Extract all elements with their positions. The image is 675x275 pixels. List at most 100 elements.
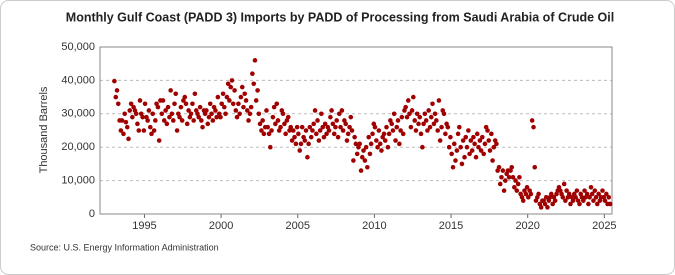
data-point xyxy=(273,121,278,127)
data-point xyxy=(552,198,558,203)
data-point xyxy=(241,104,246,110)
data-point xyxy=(128,101,134,107)
data-point xyxy=(593,195,599,200)
data-point xyxy=(257,121,263,127)
data-point xyxy=(293,141,299,147)
data-point xyxy=(515,181,521,187)
data-point xyxy=(418,131,424,137)
data-point xyxy=(149,131,154,137)
data-point xyxy=(239,84,245,90)
data-point xyxy=(147,124,153,130)
data-point xyxy=(288,124,293,130)
data-point xyxy=(413,128,419,133)
data-point xyxy=(312,108,318,113)
data-point xyxy=(251,81,257,87)
data-point xyxy=(230,101,236,107)
x-tick-label: 2005 xyxy=(286,220,310,232)
data-point xyxy=(358,168,364,173)
data-point xyxy=(265,124,271,130)
data-point xyxy=(366,134,372,140)
data-point xyxy=(602,198,608,203)
data-point xyxy=(260,118,265,123)
data-point xyxy=(503,178,508,183)
data-point xyxy=(449,151,454,157)
data-point xyxy=(118,128,124,133)
data-point xyxy=(252,58,258,63)
data-point xyxy=(317,128,323,133)
data-point xyxy=(161,118,167,123)
data-point xyxy=(485,128,490,133)
data-point xyxy=(543,195,549,200)
chart-title: Monthly Gulf Coast (PADD 3) Imports by P… xyxy=(66,10,614,24)
data-point xyxy=(591,198,596,203)
data-point xyxy=(269,128,274,133)
data-point xyxy=(574,188,580,193)
y-tick-label: 30,000 xyxy=(61,108,95,120)
data-point xyxy=(589,191,595,197)
data-point xyxy=(582,188,587,193)
data-point xyxy=(414,111,420,117)
data-point xyxy=(376,128,382,133)
data-point xyxy=(520,198,526,203)
data-point xyxy=(463,134,469,140)
data-point xyxy=(398,128,403,133)
data-point xyxy=(330,121,336,127)
data-point xyxy=(253,98,259,103)
data-point xyxy=(453,158,458,163)
data-point xyxy=(532,164,538,170)
data-point xyxy=(140,114,145,120)
data-point xyxy=(394,124,400,130)
data-point xyxy=(486,138,492,143)
data-point xyxy=(436,98,442,103)
data-point xyxy=(592,188,598,193)
data-point xyxy=(345,131,351,137)
data-point xyxy=(550,201,555,207)
data-point xyxy=(320,124,326,130)
data-point xyxy=(250,71,255,77)
data-point xyxy=(437,138,443,143)
data-point xyxy=(501,188,507,193)
data-point xyxy=(489,131,494,137)
data-point xyxy=(209,111,214,117)
data-point xyxy=(359,154,365,160)
data-point xyxy=(204,108,209,113)
data-point xyxy=(141,128,147,133)
data-point xyxy=(450,164,456,170)
data-point xyxy=(173,91,179,97)
data-point xyxy=(114,88,120,93)
data-point xyxy=(297,148,303,153)
data-point xyxy=(271,104,277,110)
data-point xyxy=(177,114,182,120)
data-point xyxy=(289,138,295,143)
data-point xyxy=(496,164,502,170)
data-point xyxy=(352,134,357,140)
data-point xyxy=(588,184,594,190)
data-point xyxy=(237,111,242,117)
data-point xyxy=(542,201,548,207)
data-point xyxy=(604,191,609,197)
data-point xyxy=(397,141,402,147)
data-point xyxy=(405,98,411,103)
data-point xyxy=(472,141,477,147)
data-point xyxy=(310,128,315,133)
data-point xyxy=(393,138,398,143)
data-point xyxy=(523,191,529,197)
data-point xyxy=(205,121,211,127)
data-point xyxy=(280,111,286,117)
data-point xyxy=(400,131,406,137)
x-tick-label: 2020 xyxy=(515,220,539,232)
data-point xyxy=(172,101,177,107)
data-point xyxy=(490,158,495,163)
data-point xyxy=(135,121,140,127)
data-point xyxy=(362,158,368,163)
data-point xyxy=(480,134,485,140)
data-point xyxy=(482,141,488,147)
data-point xyxy=(328,114,333,120)
data-point xyxy=(545,205,550,210)
data-point xyxy=(315,118,320,123)
data-point xyxy=(382,138,388,143)
data-point xyxy=(568,201,573,207)
data-point xyxy=(302,138,308,143)
data-point xyxy=(594,201,600,207)
data-point xyxy=(563,198,568,203)
